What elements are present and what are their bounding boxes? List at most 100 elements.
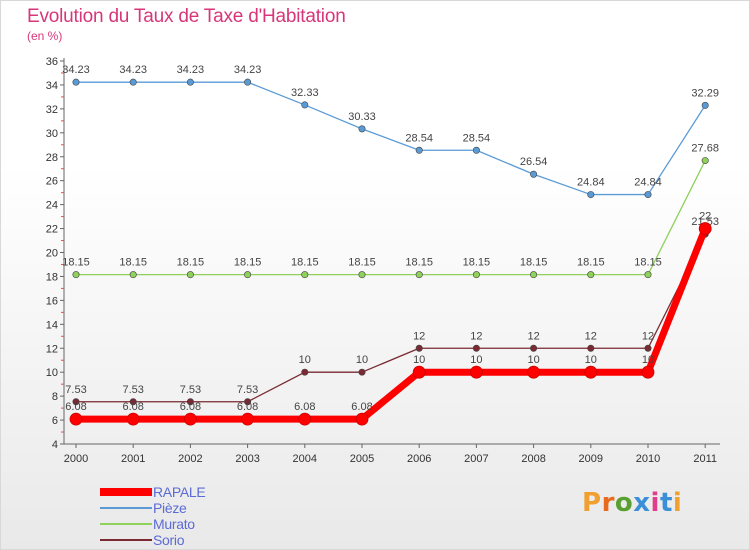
logo-letter: i	[650, 488, 660, 518]
data-point	[186, 78, 194, 86]
data-label: 6.08	[294, 401, 315, 413]
data-point	[358, 368, 366, 376]
data-point	[241, 412, 255, 426]
logo-letter: o	[614, 488, 634, 518]
data-point	[701, 101, 709, 109]
data-point	[527, 365, 540, 379]
logo-letter: P	[582, 488, 602, 518]
data-label: 10	[470, 354, 482, 366]
data-point	[587, 344, 595, 352]
series-sorio: 7.537.537.537.531010121212121221.53	[65, 216, 719, 406]
data-point	[469, 365, 483, 379]
y-tick-label: 20	[46, 248, 58, 260]
data-label: 10	[527, 354, 539, 366]
data-point	[301, 101, 309, 109]
data-point	[129, 78, 137, 86]
y-tick-label: 36	[46, 56, 58, 68]
data-label: 18.15	[463, 257, 491, 269]
data-label: 6.08	[180, 401, 201, 413]
y-tick-label: 6	[52, 415, 58, 427]
y-tick-label: 34	[46, 80, 58, 92]
data-label: 22	[699, 211, 711, 223]
data-point	[472, 344, 480, 352]
chart-title: Evolution du Taux de Taxe d'Habitation	[27, 6, 346, 27]
data-label: 18.15	[348, 257, 376, 269]
data-point	[644, 344, 652, 352]
data-label: 10	[356, 354, 368, 366]
logo-letter: t	[659, 488, 673, 518]
x-tick-label: 2005	[350, 453, 374, 465]
data-label: 18.15	[177, 257, 205, 269]
data-point	[412, 365, 426, 379]
x-tick-label: 2004	[293, 453, 317, 465]
x-tick-label: 2003	[235, 453, 259, 465]
y-tick-label: 18	[46, 271, 58, 283]
data-point	[587, 271, 595, 279]
data-point	[701, 157, 709, 165]
y-tick-label: 16	[46, 295, 58, 307]
data-label: 34.23	[62, 64, 90, 76]
data-label: 10	[299, 354, 311, 366]
y-tick-label: 10	[46, 367, 58, 379]
data-point	[644, 191, 652, 199]
data-label: 32.29	[691, 87, 719, 99]
data-point	[72, 398, 80, 406]
legend-label: RAPALE	[153, 484, 206, 500]
y-tick-label: 30	[46, 128, 58, 140]
data-point	[244, 78, 252, 86]
data-label: 7.53	[237, 384, 258, 396]
data-point	[183, 412, 197, 426]
data-point	[129, 271, 137, 279]
data-label: 18.15	[119, 257, 147, 269]
y-tick-label: 28	[46, 152, 58, 164]
data-point	[472, 271, 480, 279]
data-point	[186, 398, 194, 406]
legend-swatch	[100, 523, 152, 525]
series-line	[75, 233, 706, 403]
data-point	[244, 398, 252, 406]
logo-letter: r	[601, 488, 615, 518]
chart-unit-label: (en %)	[27, 29, 63, 43]
data-label: 18.15	[520, 257, 548, 269]
data-point	[186, 271, 194, 279]
data-label: 12	[642, 330, 654, 342]
x-tick-label: 2011	[693, 453, 717, 465]
y-tick-label: 32	[46, 104, 58, 116]
y-tick-label: 26	[46, 176, 58, 188]
data-label: 34.23	[119, 64, 147, 76]
x-tick-label: 2007	[464, 453, 488, 465]
data-label: 18.15	[234, 257, 262, 269]
data-label: 18.15	[634, 257, 662, 269]
data-point	[301, 368, 309, 376]
y-tick-label: 12	[46, 343, 58, 355]
proxiti-logo: Proxiti	[582, 488, 682, 518]
legend-swatch	[100, 488, 152, 496]
data-label: 27.68	[691, 143, 719, 155]
data-label: 10	[585, 354, 597, 366]
data-point	[129, 398, 137, 406]
data-label: 6.08	[122, 401, 143, 413]
data-label: 7.53	[180, 384, 201, 396]
data-label: 28.54	[405, 132, 433, 144]
data-label: 26.54	[520, 156, 548, 168]
x-tick-label: 2009	[579, 453, 603, 465]
x-tick-label: 2001	[121, 453, 145, 465]
data-point	[298, 412, 312, 426]
data-point	[530, 271, 538, 279]
data-point	[301, 271, 309, 279]
series-murato: 18.15 18.15 18.15 18.15 18.15 18.15 18.15 18.15…	[62, 143, 719, 279]
data-point	[698, 222, 712, 235]
x-tick-label: 2010	[636, 453, 660, 465]
data-point	[126, 412, 140, 426]
x-tick-label: 2002	[178, 453, 202, 465]
data-point	[644, 271, 652, 279]
data-point	[72, 78, 80, 86]
data-label: 18.15	[62, 257, 90, 269]
data-point	[244, 271, 252, 279]
data-label: 12	[585, 330, 597, 342]
logo-letter: i	[672, 488, 683, 518]
data-label: 6.08	[237, 401, 258, 413]
data-label: 6.08	[65, 401, 86, 413]
data-point	[584, 365, 598, 379]
